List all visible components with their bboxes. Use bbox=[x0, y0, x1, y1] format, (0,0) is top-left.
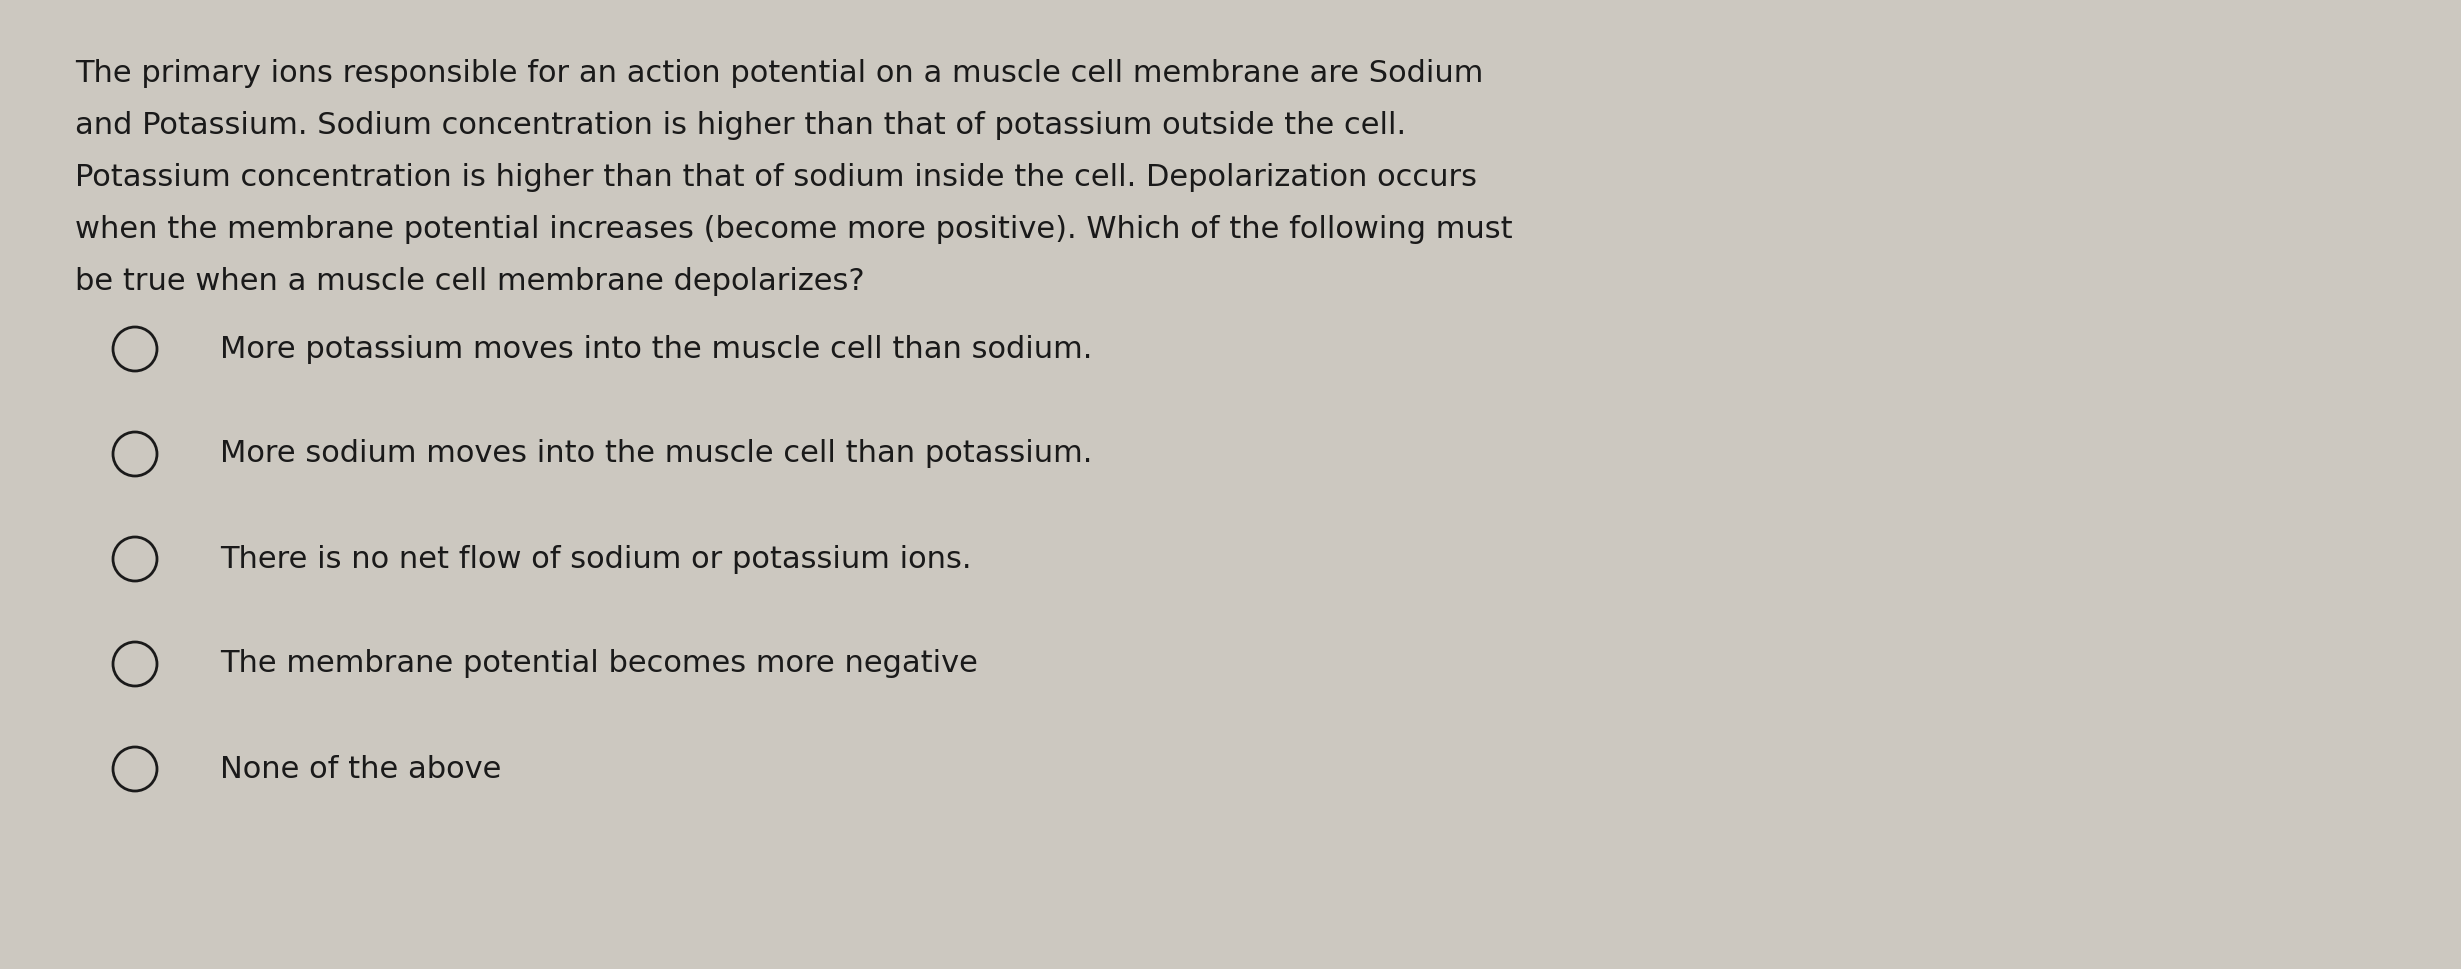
Text: when the membrane potential increases (become more positive). Which of the follo: when the membrane potential increases (b… bbox=[74, 215, 1514, 244]
Text: The primary ions responsible for an action potential on a muscle cell membrane a: The primary ions responsible for an acti… bbox=[74, 59, 1484, 88]
Text: The membrane potential becomes more negative: The membrane potential becomes more nega… bbox=[219, 649, 977, 678]
Text: Potassium concentration is higher than that of sodium inside the cell. Depolariz: Potassium concentration is higher than t… bbox=[74, 163, 1477, 192]
Text: More potassium moves into the muscle cell than sodium.: More potassium moves into the muscle cel… bbox=[219, 334, 1093, 363]
Text: None of the above: None of the above bbox=[219, 755, 502, 784]
Text: and Potassium. Sodium concentration is higher than that of potassium outside the: and Potassium. Sodium concentration is h… bbox=[74, 111, 1405, 140]
Text: There is no net flow of sodium or potassium ions.: There is no net flow of sodium or potass… bbox=[219, 545, 972, 574]
Text: be true when a muscle cell membrane depolarizes?: be true when a muscle cell membrane depo… bbox=[74, 267, 864, 296]
Text: More sodium moves into the muscle cell than potassium.: More sodium moves into the muscle cell t… bbox=[219, 440, 1093, 468]
